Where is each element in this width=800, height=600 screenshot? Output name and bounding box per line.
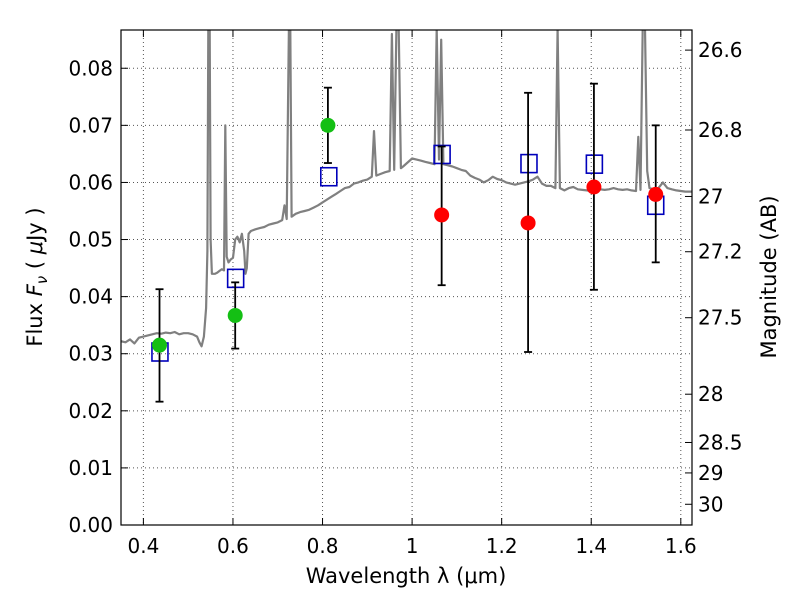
- y-tick-label: 0.02: [68, 399, 113, 423]
- y-tick-label: 0.04: [68, 285, 113, 309]
- y-axis-ticks: 0.00 0.01 0.02 0.03 0.04 0.05 0.06 0.07 0.08: [68, 56, 128, 537]
- magnitude-axis-label: Magnitude (AB): [757, 195, 781, 358]
- flux-point-red: [520, 215, 536, 231]
- magnitude-tick-label: 27: [698, 184, 723, 208]
- y-tick-label: 0.03: [68, 342, 113, 366]
- magnitude-tick-label: 27.2: [698, 240, 743, 264]
- magnitude-tick-label: 26.8: [698, 118, 743, 142]
- flux-point-red: [434, 207, 450, 223]
- magnitude-tick-label: 28: [698, 382, 723, 406]
- y-tick-label: 0.00: [68, 513, 113, 537]
- x-tick-label: 0.8: [307, 534, 339, 558]
- x-tick-label: 1.6: [665, 534, 697, 558]
- y-tick-label: 0.06: [68, 170, 113, 194]
- x-tick-label: 1: [406, 534, 419, 558]
- spectrum-line: [121, 30, 692, 348]
- flux-point-green: [152, 337, 168, 353]
- x-axis-label: Wavelength λ (μm): [306, 564, 507, 588]
- x-tick-label: 0.4: [127, 534, 159, 558]
- spectrum-layer: [121, 30, 692, 348]
- grid: [121, 30, 692, 526]
- magnitude-tick-label: 30: [698, 492, 723, 516]
- flux-point-green: [320, 117, 336, 133]
- flux-point-green: [227, 307, 243, 323]
- x-tick-label: 1.2: [486, 534, 518, 558]
- magnitude-tick-label: 28.5: [698, 430, 743, 454]
- magnitude-axis-ticks: 26.6 26.8 27 27.2 27.5 28 28.5 29 30: [685, 38, 743, 516]
- y-tick-label: 0.07: [68, 113, 113, 137]
- points-layer: [152, 117, 664, 353]
- plot-frame: [120, 29, 693, 526]
- x-tick-label: 1.4: [575, 534, 607, 558]
- y-tick-label: 0.05: [68, 228, 113, 252]
- magnitude-tick-label: 29: [698, 461, 723, 485]
- flux-point-red: [648, 186, 664, 202]
- model-square-marker: [319, 166, 338, 187]
- y-tick-label: 0.01: [68, 456, 113, 480]
- x-tick-label: 0.6: [217, 534, 249, 558]
- magnitude-tick-label: 27.5: [698, 306, 743, 330]
- y-tick-label: 0.08: [68, 56, 113, 80]
- x-axis-ticks: 0.4 0.6 0.8 1 1.2 1.4 1.6: [127, 30, 697, 558]
- magnitude-tick-label: 26.6: [698, 38, 743, 62]
- y-axis-label: Flux Fν ( μJy ): [23, 207, 51, 346]
- flux-point-red: [586, 179, 602, 195]
